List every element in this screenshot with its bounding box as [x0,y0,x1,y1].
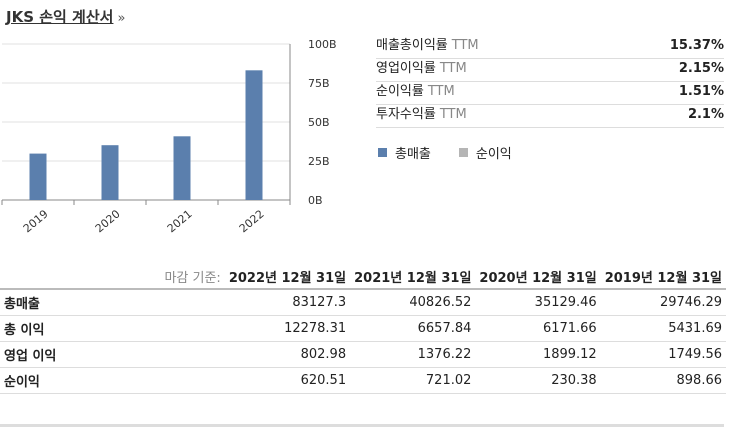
title-link[interactable]: JKS 손익 계산서 [6,8,114,26]
column-header: 2020년 12월 31일 [475,264,601,290]
table-cell: 898.66 [600,367,726,394]
page-title[interactable]: JKS 손익 계산서» [6,6,125,27]
y-tick-label: 0B [308,194,323,207]
chart-legend: 총매출 순이익 [378,143,540,162]
table-cell: 12278.31 [224,315,351,342]
legend-label: 총매출 [395,147,431,162]
y-tick-label: 75B [308,77,330,90]
table-cell: 1749.56 [600,341,726,368]
income-statement-table: 마감 기준: 2022년 12월 31일 2021년 12월 31일 2020년… [0,264,726,394]
legend-item-revenue[interactable]: 총매출 [378,143,431,162]
table-cell: 35129.46 [475,289,601,316]
metric-value: 2.1% [687,107,724,122]
row-label: 순이익 [0,367,225,394]
table-row: 순이익 620.51 721.02 230.38 898.66 [0,367,726,394]
table-cell: 83127.3 [224,289,351,316]
title-arrow-icon: » [117,11,126,26]
ttm-metrics: 매출총이익률 TTM 15.37% 영업이익률 TTM 2.15% 순이익률 TTM 1.5… [376,36,724,128]
x-tick-label: 2021 [165,207,195,235]
metric-label: 순이익률 [376,84,424,99]
legend-item-net-income[interactable]: 순이익 [458,143,512,162]
table-cell: 6171.66 [475,315,601,342]
legend-swatch-revenue [378,148,387,157]
table-cell: 6657.84 [350,315,476,342]
table-cell: 802.98 [224,341,351,368]
row-label: 총매출 [0,289,225,316]
metric-ttm: TTM [439,107,467,122]
legend-swatch-net-income [458,148,468,157]
metric-row: 투자수익률 TTM 2.1% [376,105,724,128]
table-header-row: 마감 기준: 2022년 12월 31일 2021년 12월 31일 2020년… [0,264,726,290]
bar-2019 [29,153,47,200]
metric-value: 1.51% [678,84,724,99]
metric-label: 매출총이익률 [376,38,448,53]
table-row: 총 이익 12278.31 6657.84 6171.66 5431.69 [0,315,726,342]
table-cell: 620.51 [224,367,351,394]
y-tick-label: 50B [308,116,330,129]
table-cell: 1376.22 [350,341,476,368]
column-header: 2019년 12월 31일 [600,264,726,290]
metric-label: 영업이익률 [376,61,436,76]
y-tick-label: 25B [308,155,330,168]
legend-label: 순이익 [475,147,512,162]
metric-label: 투자수익률 [376,107,436,122]
column-header: 2022년 12월 31일 [224,264,351,290]
metric-value: 15.37% [669,38,724,53]
footer-divider [0,424,724,427]
x-tick-label: 2020 [93,207,123,235]
table-cell: 1899.12 [475,341,601,368]
table-cell: 721.02 [350,367,476,394]
metric-ttm: TTM [451,38,479,53]
metric-value: 2.15% [678,61,724,76]
x-tick-label: 2022 [237,207,267,235]
bar-2021 [173,136,191,200]
x-tick-label: 2019 [21,207,51,235]
revenue-bar-chart: 100B 75B 50B 25B 0B 2019 2020 2021 2022 [1,38,337,235]
row-label: 영업 이익 [0,341,225,368]
metric-row: 영업이익률 TTM 2.15% [376,59,724,82]
table-caption: 마감 기준: [0,264,225,290]
metric-ttm: TTM [427,84,455,99]
metric-row: 순이익률 TTM 1.51% [376,82,724,105]
metric-row: 매출총이익률 TTM 15.37% [376,36,724,59]
bar-2020 [101,145,119,200]
table-cell: 29746.29 [600,289,726,316]
table-row: 총매출 83127.3 40826.52 35129.46 29746.29 [0,289,726,316]
bar-2022 [245,70,263,200]
y-tick-label: 100B [308,38,337,51]
table-row: 영업 이익 802.98 1376.22 1899.12 1749.56 [0,341,726,368]
table-cell: 230.38 [475,367,601,394]
column-header: 2021년 12월 31일 [350,264,476,290]
row-label: 총 이익 [0,315,225,342]
metric-ttm: TTM [439,61,467,76]
table-cell: 40826.52 [350,289,476,316]
table-cell: 5431.69 [600,315,726,342]
